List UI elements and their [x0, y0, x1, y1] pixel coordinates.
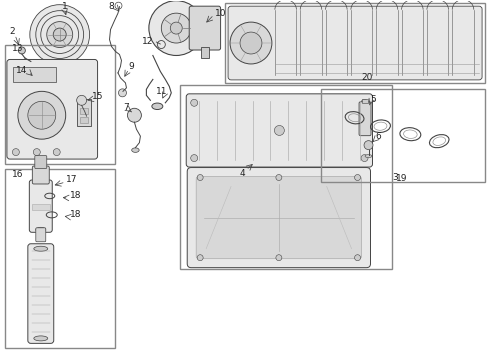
Circle shape — [354, 175, 360, 180]
Circle shape — [275, 175, 281, 180]
Bar — [80, 108, 87, 114]
Bar — [5, 169, 114, 348]
Circle shape — [229, 22, 271, 64]
Text: 9: 9 — [128, 62, 134, 71]
Text: 13: 13 — [12, 44, 23, 53]
Text: 16: 16 — [12, 170, 23, 179]
FancyBboxPatch shape — [187, 167, 370, 268]
Text: 4: 4 — [239, 168, 245, 177]
Text: 5: 5 — [370, 95, 375, 104]
FancyBboxPatch shape — [36, 228, 46, 242]
Circle shape — [190, 154, 197, 162]
FancyBboxPatch shape — [196, 176, 361, 259]
Ellipse shape — [152, 103, 163, 109]
Text: 19: 19 — [395, 174, 407, 183]
Text: 18: 18 — [69, 192, 81, 201]
FancyBboxPatch shape — [7, 59, 98, 159]
Circle shape — [28, 101, 56, 129]
Bar — [13, 67, 56, 82]
Bar — [32, 204, 50, 210]
Text: 20: 20 — [361, 73, 372, 82]
Text: 10: 10 — [215, 9, 226, 18]
Text: 7: 7 — [123, 103, 129, 112]
Ellipse shape — [36, 227, 46, 232]
Circle shape — [360, 154, 367, 162]
Bar — [77, 99, 90, 126]
Circle shape — [12, 149, 20, 156]
Bar — [224, 3, 484, 83]
Circle shape — [354, 255, 360, 261]
Circle shape — [47, 22, 73, 48]
Circle shape — [148, 1, 203, 55]
FancyBboxPatch shape — [35, 156, 47, 168]
Text: 3: 3 — [392, 173, 398, 182]
Text: 2: 2 — [9, 27, 15, 36]
Circle shape — [53, 28, 66, 41]
FancyBboxPatch shape — [186, 94, 372, 167]
FancyBboxPatch shape — [28, 244, 54, 343]
Circle shape — [240, 32, 262, 54]
Circle shape — [170, 22, 182, 34]
Ellipse shape — [131, 148, 139, 152]
Ellipse shape — [34, 246, 48, 251]
Text: 1: 1 — [61, 2, 67, 11]
Circle shape — [127, 108, 141, 122]
Circle shape — [190, 99, 197, 106]
FancyBboxPatch shape — [189, 6, 220, 50]
Text: 18: 18 — [69, 210, 81, 219]
Circle shape — [77, 95, 86, 105]
FancyBboxPatch shape — [29, 180, 52, 232]
Bar — [80, 117, 87, 123]
Circle shape — [118, 89, 126, 97]
Circle shape — [33, 149, 40, 156]
Text: 15: 15 — [91, 92, 103, 101]
Circle shape — [275, 255, 281, 261]
FancyBboxPatch shape — [32, 166, 49, 184]
Bar — [5, 45, 114, 164]
Bar — [201, 47, 208, 58]
Circle shape — [30, 5, 89, 64]
FancyBboxPatch shape — [227, 6, 481, 80]
Circle shape — [363, 141, 372, 150]
Text: 12: 12 — [141, 37, 153, 46]
Circle shape — [161, 13, 191, 43]
Bar — [320, 89, 484, 183]
Ellipse shape — [364, 154, 371, 158]
Text: 17: 17 — [65, 175, 77, 184]
Circle shape — [274, 126, 284, 135]
Bar — [180, 85, 391, 269]
Ellipse shape — [34, 336, 48, 341]
Circle shape — [18, 91, 65, 139]
Bar — [361, 99, 367, 103]
Text: 14: 14 — [16, 66, 27, 75]
Circle shape — [197, 175, 203, 180]
Circle shape — [197, 255, 203, 261]
Text: 8: 8 — [108, 2, 114, 11]
FancyBboxPatch shape — [358, 102, 370, 136]
Text: 6: 6 — [375, 132, 381, 141]
Circle shape — [19, 47, 25, 54]
Text: 11: 11 — [155, 87, 167, 96]
Circle shape — [360, 99, 367, 106]
Circle shape — [53, 149, 60, 156]
